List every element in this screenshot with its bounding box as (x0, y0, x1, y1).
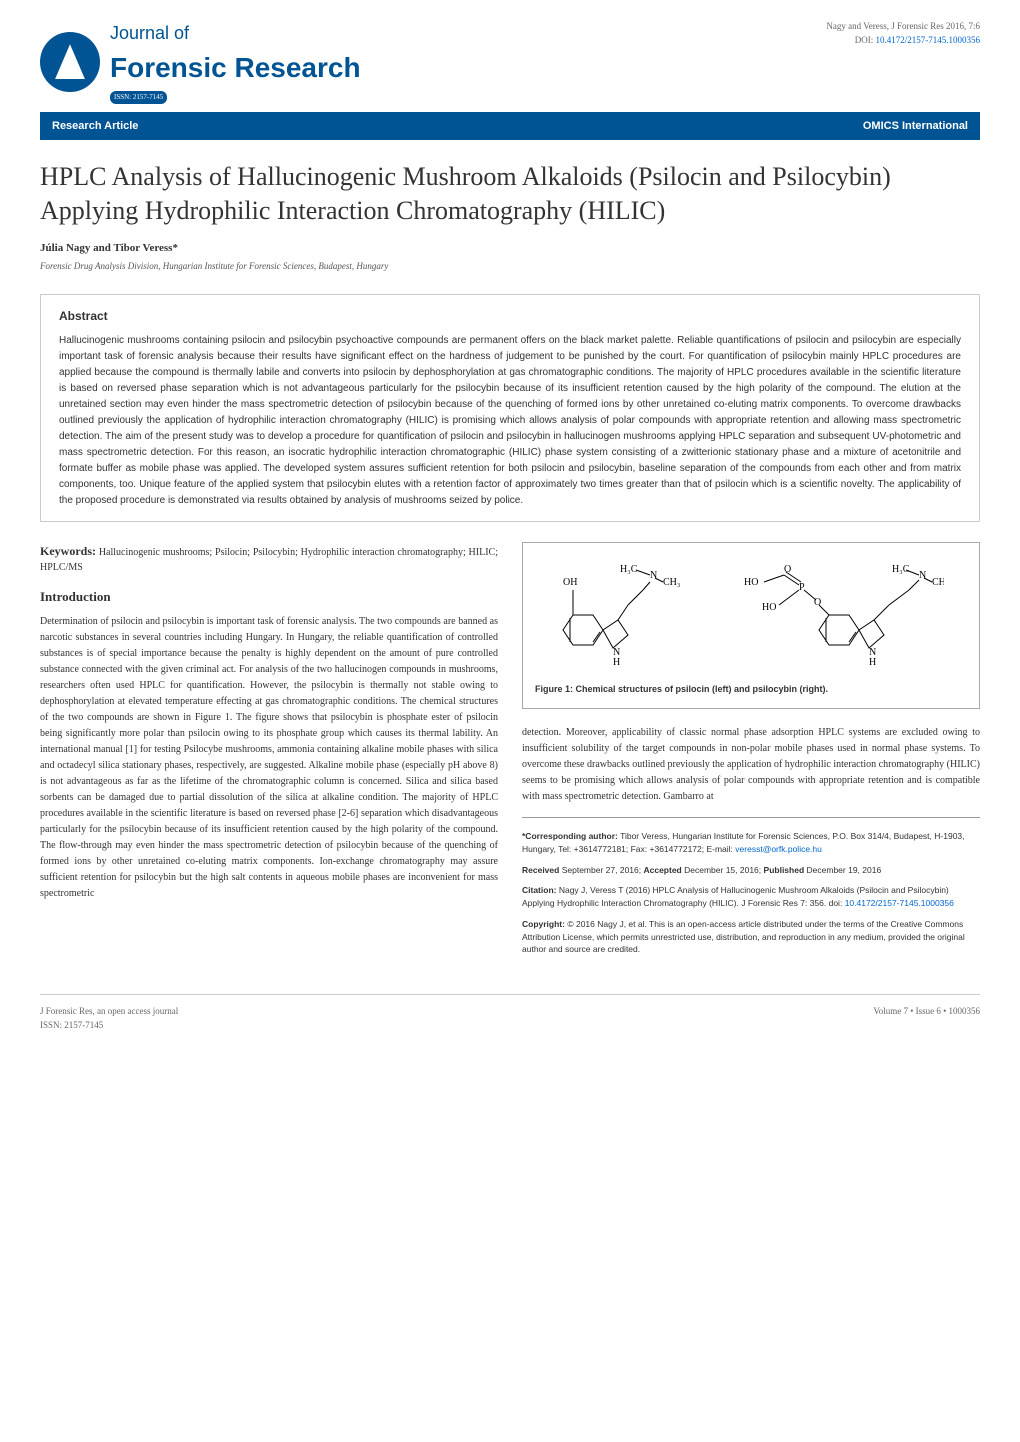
intro-para-1: Determination of psilocin and psilocybin… (40, 614, 498, 902)
corresponding-author: *Corresponding author: Tibor Veress, Hun… (522, 830, 980, 856)
journal-logo-icon (40, 32, 100, 92)
logo-section: Journal of Forensic Research ISSN: 2157-… (40, 20, 361, 104)
page-footer: J Forensic Res, an open access journal I… (40, 994, 980, 1032)
issn-badge: ISSN: 2157-7145 (110, 91, 167, 104)
doi-link[interactable]: 10.4172/2157-7145.1000356 (876, 35, 981, 45)
abstract-box: Abstract Hallucinogenic mushrooms contai… (40, 294, 980, 522)
copyright-block: Copyright: © 2016 Nagy J, et al. This is… (522, 918, 980, 956)
footer-issn: ISSN: 2157-7145 (40, 1019, 178, 1033)
received-date: September 27, 2016; (562, 865, 641, 875)
header-citation: Nagy and Veress, J Forensic Res 2016, 7:… (826, 20, 980, 47)
svg-text:N: N (650, 570, 657, 581)
doi-label: DOI: (855, 35, 874, 45)
copyright-label: Copyright: (522, 919, 565, 929)
figure-1-caption: Figure 1: Chemical structures of psiloci… (535, 683, 967, 697)
publisher-name: OMICS International (863, 118, 968, 135)
right-column: OH H₃C CH₃ N N H (522, 542, 980, 965)
footer-right: Volume 7 • Issue 6 • 1000356 (873, 1005, 980, 1032)
svg-text:H₃C: H₃C (620, 564, 638, 575)
journal-title: Forensic Research (110, 47, 361, 89)
article-title: HPLC Analysis of Hallucinogenic Mushroom… (40, 160, 980, 228)
accepted-date: December 15, 2016; (684, 865, 761, 875)
citation-doi[interactable]: 10.4172/2157-7145.1000356 (845, 898, 954, 908)
svg-text:HO: HO (762, 602, 776, 613)
accepted-label: Accepted (643, 865, 681, 875)
published-label: Published (764, 865, 805, 875)
corresponding-email[interactable]: veresst@orfk.police.hu (735, 844, 822, 854)
published-date: December 19, 2016 (807, 865, 882, 875)
received-label: Received (522, 865, 559, 875)
intro-para-2: detection. Moreover, applicability of cl… (522, 725, 980, 805)
citation-label: Citation: (522, 885, 556, 895)
svg-text:CH₃: CH₃ (663, 577, 680, 588)
svg-text:H: H (613, 657, 620, 668)
svg-text:P: P (799, 582, 805, 593)
psilocybin-structure: HO HO O P O (744, 560, 944, 670)
introduction-heading: Introduction (40, 587, 498, 607)
divider (522, 817, 980, 818)
copyright-text: © 2016 Nagy J, et al. This is an open-ac… (522, 919, 965, 955)
abstract-heading: Abstract (59, 307, 961, 325)
article-type: Research Article (52, 118, 138, 135)
keywords-text: Hallucinogenic mushrooms; Psilocin; Psil… (40, 547, 498, 573)
left-column: Keywords: Hallucinogenic mushrooms; Psil… (40, 542, 498, 965)
figure-1-box: OH H₃C CH₃ N N H (522, 542, 980, 710)
page-header: Journal of Forensic Research ISSN: 2157-… (40, 20, 980, 104)
svg-text:H₃C: H₃C (892, 564, 910, 575)
psilocin-structure: OH H₃C CH₃ N N H (558, 560, 698, 670)
dates-block: Received September 27, 2016; Accepted De… (522, 864, 980, 877)
svg-text:H: H (869, 657, 876, 668)
keywords-label: Keywords: (40, 544, 96, 558)
svg-text:OH: OH (563, 577, 577, 588)
svg-text:HO: HO (744, 577, 758, 588)
two-column-layout: Keywords: Hallucinogenic mushrooms; Psil… (40, 542, 980, 965)
article-type-banner: Research Article OMICS International (40, 112, 980, 141)
abstract-text: Hallucinogenic mushrooms containing psil… (59, 333, 961, 509)
authors: Júlia Nagy and Tibor Veress* (40, 240, 980, 257)
citation-ref: Nagy and Veress, J Forensic Res 2016, 7:… (826, 20, 980, 34)
affiliation: Forensic Drug Analysis Division, Hungari… (40, 260, 980, 274)
corresponding-label: *Corresponding author: (522, 831, 618, 841)
svg-text:CH₃: CH₃ (932, 577, 944, 588)
footer-left: J Forensic Res, an open access journal I… (40, 1005, 178, 1032)
footer-journal: J Forensic Res, an open access journal (40, 1005, 178, 1019)
doi-line: DOI: 10.4172/2157-7145.1000356 (826, 34, 980, 48)
journal-of-label: Journal of (110, 20, 361, 47)
citation-block: Citation: Nagy J, Veress T (2016) HPLC A… (522, 884, 980, 910)
keywords-block: Keywords: Hallucinogenic mushrooms; Psil… (40, 542, 498, 575)
journal-name-block: Journal of Forensic Research ISSN: 2157-… (110, 20, 361, 104)
svg-text:N: N (919, 570, 926, 581)
chemical-structures: OH H₃C CH₃ N N H (535, 555, 967, 675)
